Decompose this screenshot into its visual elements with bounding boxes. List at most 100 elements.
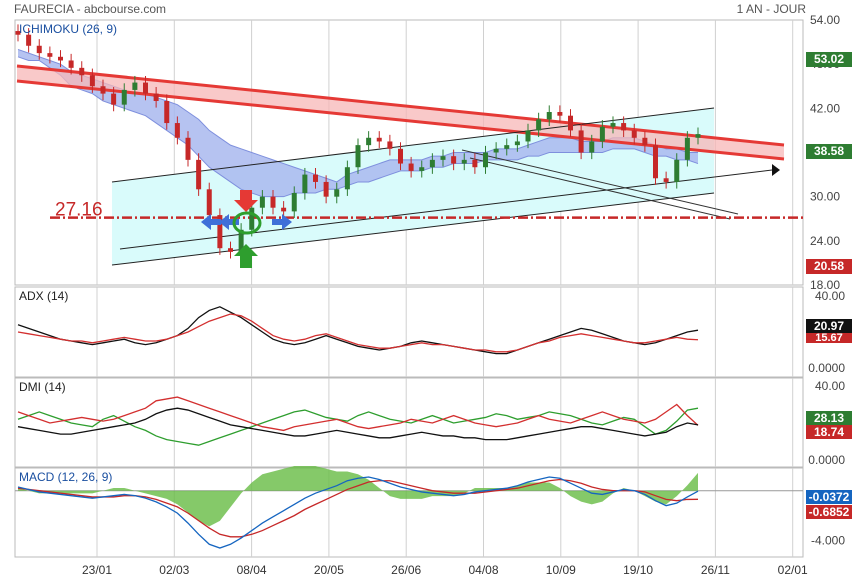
candle-body	[132, 82, 138, 90]
x-tick-label: 02/01	[778, 563, 808, 577]
current-price-value: 38.58	[814, 144, 844, 158]
price-panel-frame	[14, 19, 804, 286]
candle-body	[302, 174, 308, 193]
candle-body	[174, 123, 180, 138]
y-tick-label: 30.00	[810, 190, 840, 204]
dmi-panel	[17, 396, 699, 446]
arrow-up-icon	[234, 244, 258, 268]
x-tick-label: 20/05	[314, 563, 344, 577]
candle-body	[610, 123, 616, 127]
candle-body	[334, 189, 340, 197]
candle-body	[578, 130, 584, 153]
candle-body	[36, 45, 42, 54]
series-line	[17, 306, 699, 355]
candle-body	[153, 93, 159, 101]
candle-body	[164, 100, 170, 124]
price-panel: 27.16	[15, 24, 803, 268]
candle-body	[121, 89, 127, 105]
adx-minus-value: 15.67	[815, 332, 843, 344]
channel-top-line	[111, 107, 715, 183]
resistance-line-upper	[16, 64, 785, 147]
candle-body	[196, 159, 202, 190]
macd-panel-title: MACD (12, 26, 9)	[19, 470, 112, 484]
y-tick-label: 40.00	[815, 289, 845, 303]
candle-body	[111, 93, 117, 105]
candle-body	[663, 178, 669, 182]
candle-body	[366, 137, 372, 146]
candle-body	[631, 130, 637, 138]
panel-frames	[14, 19, 804, 558]
macd-value-badge	[806, 490, 852, 504]
adx-minus-badge	[806, 331, 852, 343]
candle-body	[408, 163, 414, 171]
candle-body	[376, 137, 382, 142]
x-tick-label: 08/04	[237, 563, 267, 577]
candle-body	[621, 123, 627, 131]
candle-body	[461, 159, 467, 164]
candle-body	[653, 145, 658, 179]
downtrend-line-1	[461, 149, 739, 215]
price-value-badges: 53.02 38.58 20.58	[806, 52, 852, 274]
y-tick-label: 0.0000	[808, 453, 845, 467]
candle-body	[387, 141, 393, 149]
candle-body	[206, 189, 212, 216]
candle-body	[642, 137, 648, 146]
candle-body	[546, 112, 552, 120]
candle-body	[684, 137, 690, 160]
adx-y-axis: 40.00 0.0000	[808, 289, 845, 375]
dmi-panel-frame	[14, 377, 804, 468]
candle-body	[281, 207, 287, 212]
candle-body	[589, 141, 595, 153]
support-label: 27.16	[55, 200, 103, 221]
candle-body	[514, 141, 520, 146]
candle-body	[79, 67, 85, 76]
signal-value-badge	[806, 505, 852, 519]
candle-body	[483, 152, 488, 168]
adx-panel-title: ADX (14)	[19, 289, 68, 303]
dmi-plus-value: 28.13	[814, 411, 844, 425]
y-tick-label: 42.00	[810, 101, 840, 115]
candle-body	[89, 75, 95, 87]
candle-body	[270, 196, 276, 208]
candle-body	[291, 192, 297, 212]
y-tick-label: 18.00	[810, 278, 840, 292]
arrow-left-icon	[201, 214, 221, 230]
macd-histogram	[18, 466, 698, 527]
candle-body	[68, 60, 74, 68]
y-tick-label: 0.0000	[808, 361, 845, 375]
channel-mid-line	[119, 169, 773, 250]
y-tick-label: 54.00	[810, 13, 840, 27]
dmi-y-axis: 40.00 0.0000	[808, 379, 845, 467]
candle-body	[217, 215, 223, 249]
adx-panel-frame	[14, 286, 804, 378]
candle-body	[440, 156, 446, 160]
y-tick-label: 24.00	[810, 234, 840, 248]
arrow-down-icon	[234, 190, 258, 212]
adx-value-badge	[806, 319, 852, 333]
candle-body	[185, 137, 191, 160]
series-line	[17, 396, 699, 432]
arrow-left-icon	[272, 214, 292, 230]
candle-body	[525, 130, 531, 142]
series-line	[17, 407, 699, 441]
candle-body	[504, 145, 510, 149]
macd-line	[17, 476, 699, 549]
candle-body	[355, 145, 361, 168]
candle-body	[323, 181, 329, 197]
downtrend-line-2	[469, 157, 731, 220]
current-price-badge	[806, 144, 852, 159]
candle-body	[58, 56, 63, 61]
macd-y-axis: -4.000	[811, 534, 845, 548]
macd-value: -0.0372	[809, 490, 850, 504]
last-price-value: 53.02	[814, 52, 844, 66]
candle-body	[143, 82, 148, 94]
arrow-right-icon	[219, 214, 239, 230]
signal-circle-icon	[232, 211, 262, 235]
series-line	[17, 313, 699, 353]
low-value-badge	[806, 259, 852, 274]
x-tick-label: 26/11	[701, 563, 730, 577]
dmi-panel-title: DMI (14)	[19, 380, 66, 394]
adx-value: 20.97	[814, 319, 844, 333]
x-tick-label: 10/09	[546, 563, 576, 577]
